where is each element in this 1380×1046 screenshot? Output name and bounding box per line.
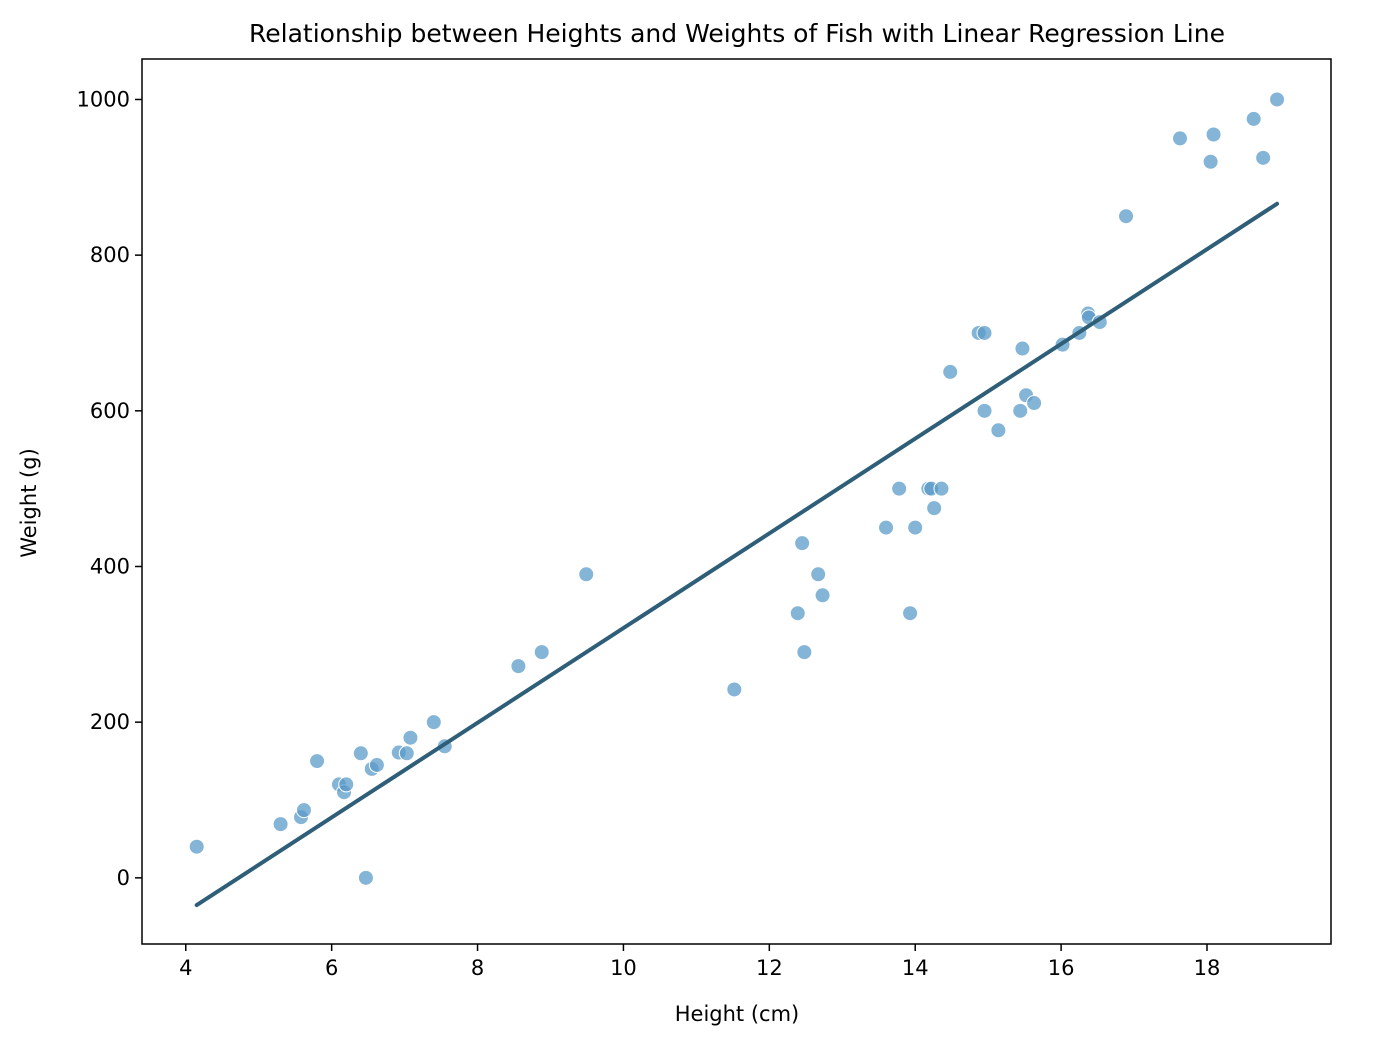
data-point <box>533 644 550 661</box>
data-point <box>891 480 908 497</box>
data-point <box>726 681 743 698</box>
data-point <box>1172 130 1189 147</box>
data-point <box>1026 395 1043 412</box>
data-point <box>1202 153 1219 170</box>
data-point <box>402 729 419 746</box>
data-point <box>1205 126 1222 143</box>
data-point <box>510 658 527 675</box>
x-axis-ticks: 4 6 8 10 12 14 16 18 <box>179 944 1220 980</box>
data-point <box>272 816 289 833</box>
scatter-points <box>188 91 1286 886</box>
data-point <box>796 644 813 661</box>
data-point <box>976 402 993 419</box>
data-point <box>1014 340 1031 357</box>
x-tick-label: 4 <box>179 956 192 980</box>
data-point <box>990 422 1007 439</box>
data-point <box>1245 110 1262 127</box>
data-point <box>1255 149 1272 166</box>
regression-line <box>194 201 1280 908</box>
data-point <box>309 753 326 770</box>
data-point <box>942 363 959 380</box>
y-tick-label: 800 <box>90 243 130 267</box>
y-axis-label: Weight (g) <box>17 448 41 558</box>
data-point <box>814 587 831 604</box>
x-tick-label: 8 <box>471 956 484 980</box>
data-point <box>878 519 895 536</box>
data-point <box>1269 91 1286 108</box>
data-point <box>907 519 924 536</box>
data-point <box>794 535 811 552</box>
data-point <box>926 500 943 517</box>
x-tick-label: 16 <box>1048 956 1075 980</box>
data-point <box>933 480 950 497</box>
x-tick-label: 10 <box>610 956 637 980</box>
y-tick-label: 0 <box>117 866 130 890</box>
data-point <box>357 869 374 886</box>
data-point <box>1118 208 1135 225</box>
data-point <box>295 802 312 819</box>
data-point <box>188 838 205 855</box>
data-point <box>425 714 442 731</box>
data-point <box>352 745 369 762</box>
x-axis-label: Height (cm) <box>675 1002 799 1026</box>
data-point <box>398 745 415 762</box>
data-point <box>976 324 993 341</box>
data-point <box>578 566 595 583</box>
y-tick-label: 1000 <box>77 87 130 111</box>
y-axis-ticks: 0 200 400 600 800 1000 <box>77 87 142 890</box>
y-tick-label: 400 <box>90 554 130 578</box>
chart-title: Relationship between Heights and Weights… <box>249 19 1225 48</box>
x-tick-label: 18 <box>1194 956 1221 980</box>
y-tick-label: 200 <box>90 710 130 734</box>
data-point <box>902 605 919 622</box>
data-point <box>789 605 806 622</box>
x-tick-label: 12 <box>756 956 783 980</box>
plot-frame <box>141 58 1332 945</box>
data-point <box>338 776 355 793</box>
y-tick-label: 600 <box>90 399 130 423</box>
data-point <box>368 756 385 773</box>
regression-line-layer <box>194 201 1280 908</box>
x-tick-label: 6 <box>325 956 338 980</box>
x-tick-label: 14 <box>902 956 929 980</box>
data-point <box>1012 402 1029 419</box>
data-point <box>810 566 827 583</box>
